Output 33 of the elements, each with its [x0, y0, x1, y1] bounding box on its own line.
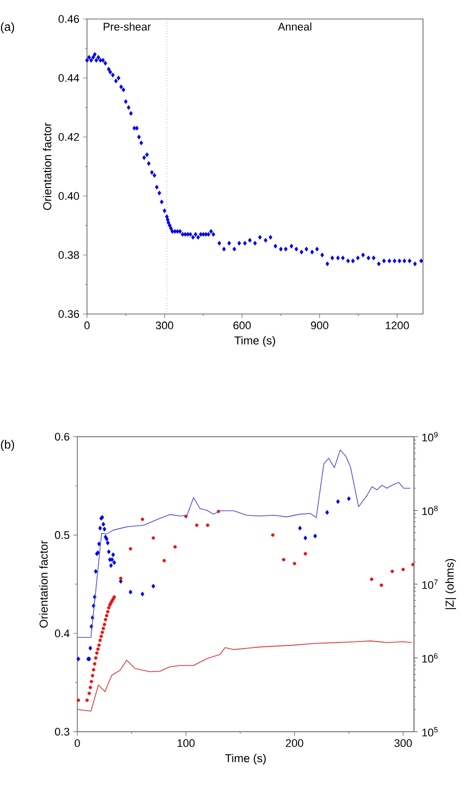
y-tick-label: 0.3 [54, 728, 70, 736]
y-tick-label: 0.4 [54, 630, 70, 638]
annotation: Pre-shear [104, 22, 151, 31]
text: (a) [0, 22, 14, 34]
x-axis-title: Time (s) [225, 754, 266, 765]
y-tick-label: 0.5 [54, 531, 70, 539]
y2-tick-label: 10$^{9}$ [422, 432, 438, 442]
x-tick-label: 300 [394, 739, 412, 747]
y-tick-label: 0.36 [58, 310, 79, 318]
y-tick-label: 0.38 [58, 251, 79, 259]
x-tick-label: 900 [310, 322, 328, 330]
y-tick-label: 0.46 [58, 15, 79, 23]
x-tick-label: 200 [286, 739, 304, 747]
y-tick-label: 0.40 [58, 192, 80, 200]
y-axis-title: Orientation factor [42, 122, 52, 210]
y2-tick-label: 10$^{7}$ [422, 580, 438, 589]
x-tick-label: 600 [234, 322, 251, 330]
annotation: Anneal [278, 22, 312, 31]
y2-tick-label: 10$^{6}$ [422, 653, 438, 663]
x-tick-label: 0 [84, 322, 90, 330]
x-tick-label: 1200 [386, 322, 409, 330]
y2-tick-label: 10$^{5}$ [422, 727, 438, 736]
y2-tick-label: 10$^{8}$ [422, 506, 438, 516]
x-axis-title: Time (s) [234, 336, 276, 347]
x-tick-label: 0 [74, 739, 80, 747]
y-tick-label: 0.44 [58, 74, 80, 82]
text: (b) [0, 440, 14, 452]
y-tick-label: 0.6 [54, 432, 70, 441]
y2-axis-title: |Z| (ohms) [445, 559, 456, 610]
y-axis-title: Orientation factor [39, 540, 48, 628]
y-tick-label: 0.42 [58, 133, 79, 141]
x-tick-label: 300 [156, 322, 174, 330]
x-tick-label: 100 [178, 739, 195, 747]
